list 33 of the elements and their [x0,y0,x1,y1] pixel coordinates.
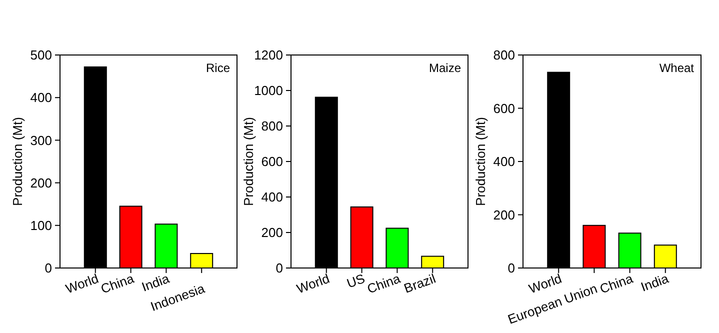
y-tick-label: 600 [493,100,515,116]
x-tick-label: China [98,270,137,296]
text: Maize [428,61,462,75]
y-tick-label: 1200 [254,48,283,63]
y-tick-label: 300 [30,132,52,148]
x-tick-label: China [598,270,636,296]
y-tick-label: 600 [261,154,283,170]
y-tick-label: 100 [30,218,52,233]
y-axis-title: Production (Mt) [241,117,256,206]
x-tick-label: World [64,270,100,296]
y-tick-label: 200 [261,225,283,240]
y-tick-label: 0 [508,260,515,276]
y-axis-title: Production (Mt) [473,117,488,206]
y-tick-label: 0 [44,260,52,276]
y-tick-label: 800 [261,118,283,134]
x-tick-label: World [294,270,332,296]
text: Rice [206,61,230,75]
y-tick-label: 400 [261,190,283,205]
y-tick-label: 500 [30,48,52,63]
y-tick-label: 400 [493,154,515,170]
y-tick-label: 200 [493,207,515,222]
x-tick-label: China [365,270,403,296]
y-tick-label: 400 [30,90,52,106]
y-tick-label: 1000 [254,83,283,98]
y-tick-label: 0 [276,260,283,276]
text: Wheat [659,61,695,75]
x-tick-label: US [344,270,368,291]
y-tick-label: 200 [30,175,52,190]
x-tick-label: Brazil [402,270,438,296]
y-axis-title: Production (Mt) [10,117,25,206]
x-tick-label: World [526,270,564,296]
y-tick-label: 800 [493,48,515,63]
x-tick-label: India [638,270,672,294]
